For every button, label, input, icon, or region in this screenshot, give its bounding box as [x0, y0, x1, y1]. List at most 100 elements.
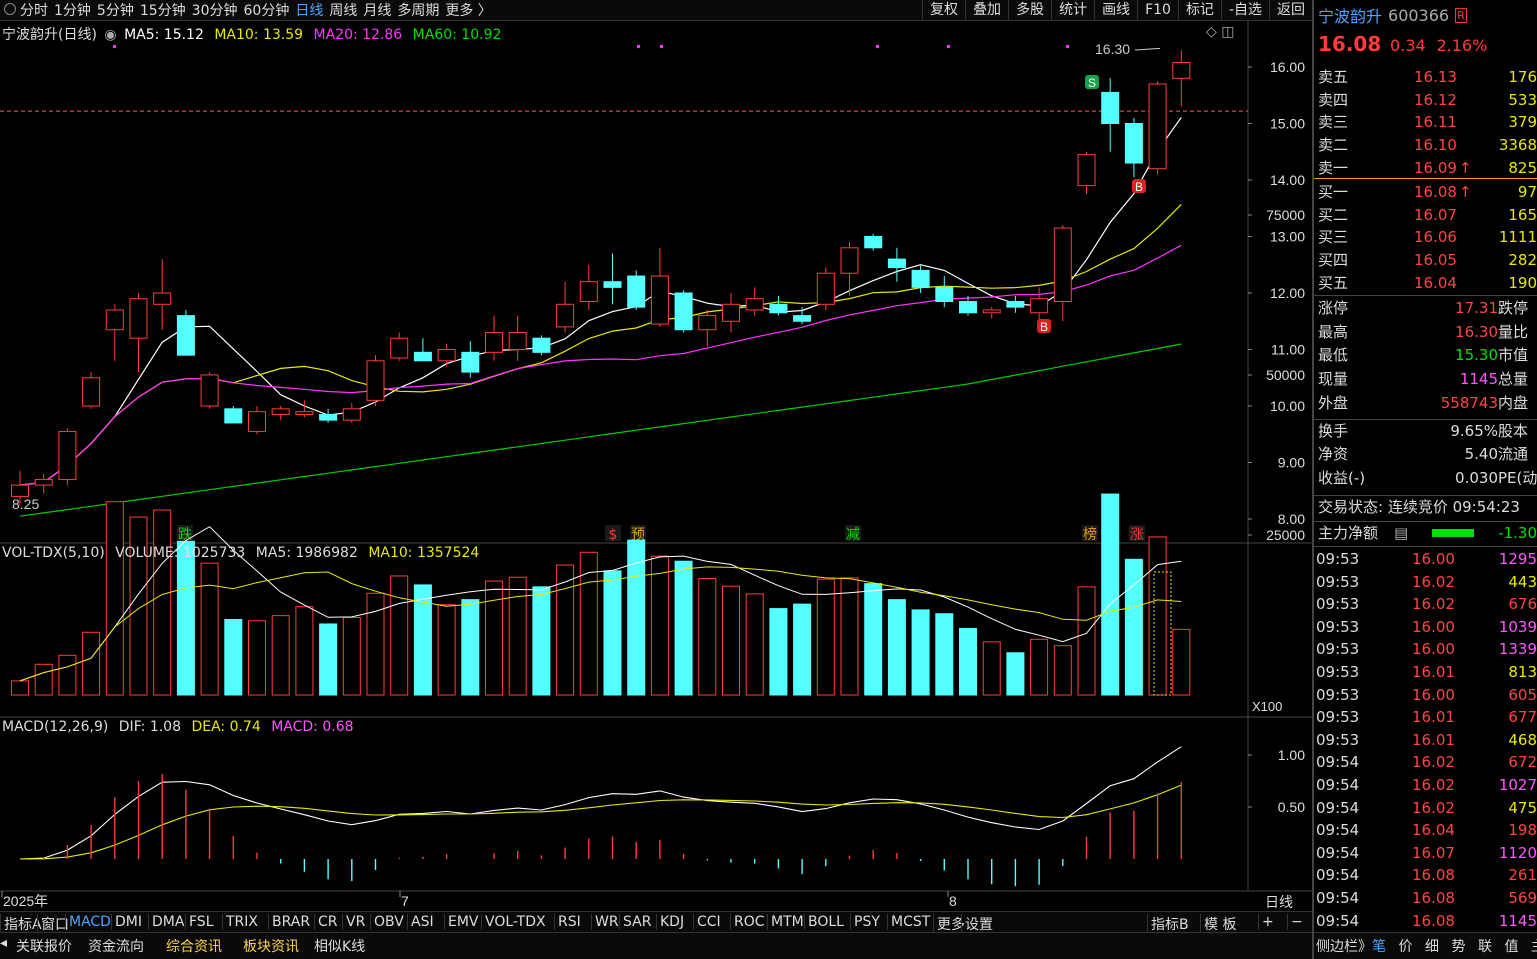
side-tab[interactable]: 侧边栏》 [1316, 939, 1372, 955]
stats-label: 涨停 [1318, 299, 1349, 317]
volume-bar [319, 623, 338, 696]
timeframe-tab[interactable]: 30分钟 [191, 3, 238, 19]
vol-ma10: MA10: 1357524 [368, 545, 480, 561]
indicator-tab[interactable]: VOL-TDX [481, 914, 546, 930]
indicator-tab[interactable]: DMA [148, 914, 184, 930]
stats-label: 净资 [1318, 445, 1349, 463]
indicator-tab[interactable]: WR [591, 914, 619, 930]
macd-title: MACD(12,26,9) [2, 719, 109, 735]
indicator-right-button[interactable]: 指标B [1147, 914, 1189, 934]
indicator-tab[interactable]: 更多 [933, 914, 965, 934]
asks-row[interactable]: 卖二 16.10 3368 [1314, 134, 1537, 156]
toolbar-button[interactable]: 统计 [1051, 0, 1094, 21]
bottom-tabs: 关联报价 资金流向 综合资讯 板块资讯 相似K线 ◂ [0, 932, 1312, 959]
indicator-tab[interactable]: FSL [185, 914, 214, 930]
indicator-tab[interactable]: 设置 [961, 914, 993, 934]
candle-body [82, 377, 101, 407]
indicator-tab[interactable]: EMV [444, 914, 479, 930]
bids-row[interactable]: 买二 16.07 165 [1314, 204, 1537, 226]
toolbar-button[interactable]: F10 [1137, 0, 1178, 21]
bottom-tab[interactable]: 板块资讯 [243, 939, 299, 955]
asks-row[interactable]: 卖三 16.11 379 [1314, 111, 1537, 133]
toolbar-button[interactable]: 叠加 [965, 0, 1008, 21]
candle-body [840, 247, 859, 274]
side-tab[interactable]: 联 [1478, 939, 1492, 955]
toolbar-button[interactable]: 画线 [1094, 0, 1137, 21]
toolbar-button[interactable]: 复权 [922, 0, 965, 21]
volume-bar [722, 585, 740, 696]
timeframe-tab[interactable]: 60分钟 [243, 3, 290, 19]
side-tab[interactable]: 值 [1504, 939, 1519, 955]
indicator-tab[interactable]: SAR [619, 914, 651, 930]
candle-body [627, 275, 646, 308]
indicator-tab[interactable]: DMI [111, 914, 142, 930]
tick-time: 09:53 [1316, 617, 1360, 636]
indicator-tab[interactable]: KDJ [656, 914, 684, 930]
indicator-tab[interactable]: RSI [554, 914, 581, 930]
side-tab[interactable]: 笔 [1372, 939, 1386, 955]
toolbar-button[interactable]: 返回 [1269, 0, 1312, 21]
timeframe-tab[interactable]: 多周期 [397, 3, 440, 19]
indicator-tab[interactable]: TRIX [222, 914, 258, 930]
tick-price: 16.02 [1412, 753, 1455, 772]
menu-circle-icon[interactable] [4, 3, 16, 15]
indicator-tab[interactable]: MTM [767, 914, 804, 930]
indicator-tab[interactable]: CCI [693, 914, 721, 930]
indicator-right-button[interactable]: 模 板 [1200, 914, 1236, 934]
indicator-right-button[interactable]: + [1258, 914, 1274, 930]
toolbar-button[interactable]: -自选 [1220, 0, 1269, 21]
bids-row[interactable]: 买三 16.06 1111 [1314, 226, 1537, 248]
high-price-label: 16.30 [1095, 41, 1130, 57]
chart-area[interactable]: 16.00 15.00 14.00 13.00 12.00 11.00 10.00 9.00 8… [0, 21, 1312, 911]
timeframe-tab[interactable]: 分时 [20, 3, 48, 19]
indicator-tab[interactable]: CR [314, 914, 338, 930]
bids-row[interactable]: 买五 16.04 190 [1314, 272, 1537, 294]
tick-price: 16.02 [1412, 776, 1455, 794]
indicator-tab[interactable]: VR [342, 914, 365, 930]
side-tab[interactable]: 细 [1425, 939, 1439, 955]
volume-bar [34, 663, 53, 696]
indicator-tab[interactable]: ASI [407, 914, 434, 930]
indicator-tab[interactable]: MACD [65, 914, 111, 930]
bottom-tab[interactable]: 关联报价 [16, 939, 72, 955]
indicator-tab[interactable]: ROC [730, 914, 765, 930]
indicator-right-button[interactable]: − [1287, 914, 1303, 930]
timeframe-tab[interactable]: 更多 〉 [445, 3, 492, 19]
volume-bar [224, 618, 243, 696]
indicator-tab[interactable]: BRAR [268, 914, 310, 930]
bids-row[interactable]: 买一 16.08 ↑ 97 [1314, 181, 1537, 203]
toolbar-button[interactable]: 标记 [1177, 0, 1221, 21]
bottom-tab[interactable]: 资金流向 [88, 939, 144, 955]
timeframe-tab[interactable]: 5分钟 [96, 3, 134, 19]
indicator-tab[interactable]: OBV [370, 914, 404, 930]
timeframe-tab[interactable]: 月线 [363, 3, 392, 19]
asks-row[interactable]: 卖五 16.13 176 [1314, 66, 1537, 88]
chart-window-icons[interactable]: ◇ ◫ [1206, 24, 1235, 40]
toolbar-button[interactable]: 多股 [1008, 0, 1051, 21]
grid-icon[interactable]: ▤ [1394, 524, 1409, 542]
stats-label: 最高 [1318, 322, 1349, 341]
indicator-tab[interactable]: MCST [887, 914, 930, 930]
asks-row[interactable]: 卖一 16.09 ↑ 825 [1314, 157, 1537, 179]
side-tab[interactable]: 主 [1531, 936, 1537, 956]
indicator-tab[interactable]: 窗口 [37, 914, 69, 934]
expand-arrow-icon[interactable]: ◂ [0, 935, 8, 951]
bids-row[interactable]: 买四 16.05 282 [1314, 249, 1537, 271]
timeframe-tab[interactable]: 1分钟 [54, 3, 91, 19]
indicator-tab[interactable]: PSY [850, 914, 880, 930]
timeframe-tab[interactable]: 15分钟 [139, 3, 186, 19]
asks-row[interactable]: 卖四 16.12 533 [1314, 89, 1537, 111]
side-tab[interactable]: 势 [1451, 939, 1466, 955]
timeframe-tab[interactable]: 日线 [295, 3, 324, 19]
indicator-tab[interactable]: BOLL [804, 914, 844, 930]
stats-row: 现量 1145 总量 [1314, 368, 1537, 390]
settings-circle-icon[interactable]: ◉ [104, 27, 117, 43]
bottom-tab[interactable]: 综合资讯 [166, 939, 222, 955]
side-tab[interactable]: 价 [1398, 939, 1413, 955]
buy-signal: B [1040, 320, 1048, 334]
indicator-tab[interactable]: 指标A [0, 914, 42, 934]
bottom-tab[interactable]: 相似K线 [314, 939, 366, 955]
tick-volume: 198 [1508, 821, 1537, 840]
timeframe-tab[interactable]: 周线 [329, 3, 358, 19]
tick-time: 09:53 [1316, 595, 1360, 614]
